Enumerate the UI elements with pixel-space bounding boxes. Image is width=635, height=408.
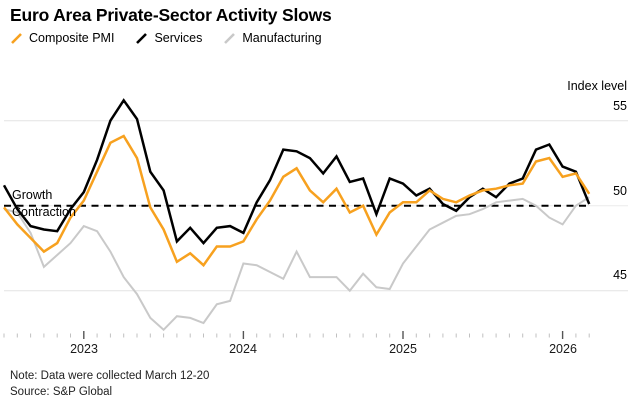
chart-title: Euro Area Private-Sector Activity Slows [10, 5, 332, 25]
x-tick-label-2026: 2026 [549, 342, 577, 356]
y-tick-label-45: 45 [613, 268, 627, 282]
composite-pmi-line-swatch-icon [11, 32, 22, 44]
manufacturing-line [3, 196, 590, 332]
y-tick-label-55: 55 [613, 99, 627, 113]
chart-source: Source: S&P Global [10, 386, 113, 398]
y-axis-title: Index level [567, 79, 627, 93]
chart-series-lines [2, 98, 591, 332]
x-axis-ticks [3, 331, 590, 339]
chart-note: Note: Data were collected March 12-20 [10, 370, 210, 382]
services-line-swatch-icon [136, 32, 148, 44]
legend-label-manufacturing: Manufacturing [242, 31, 322, 45]
legend-item-composite-pmi: Composite PMI [10, 31, 114, 45]
legend-item-services: Services [135, 31, 202, 45]
y-tick-label-50: 50 [613, 184, 627, 198]
growth-annotation: Growth [12, 188, 53, 202]
x-tick-label-2025: 2025 [389, 342, 417, 356]
contraction-annotation: Contraction [12, 205, 76, 219]
x-tick-label-2023: 2023 [70, 342, 98, 356]
legend-label-composite-pmi: Composite PMI [29, 31, 115, 45]
legend-item-manufacturing: Manufacturing [223, 31, 322, 45]
manufacturing-line-swatch-icon [224, 32, 236, 44]
composite-pmi-line [3, 134, 591, 268]
pmi-line-chart [2, 98, 628, 339]
legend: Composite PMI Services Manufacturing [10, 31, 322, 45]
x-tick-label-2024: 2024 [229, 342, 257, 356]
legend-label-services: Services [154, 31, 203, 45]
services-line [2, 98, 591, 246]
